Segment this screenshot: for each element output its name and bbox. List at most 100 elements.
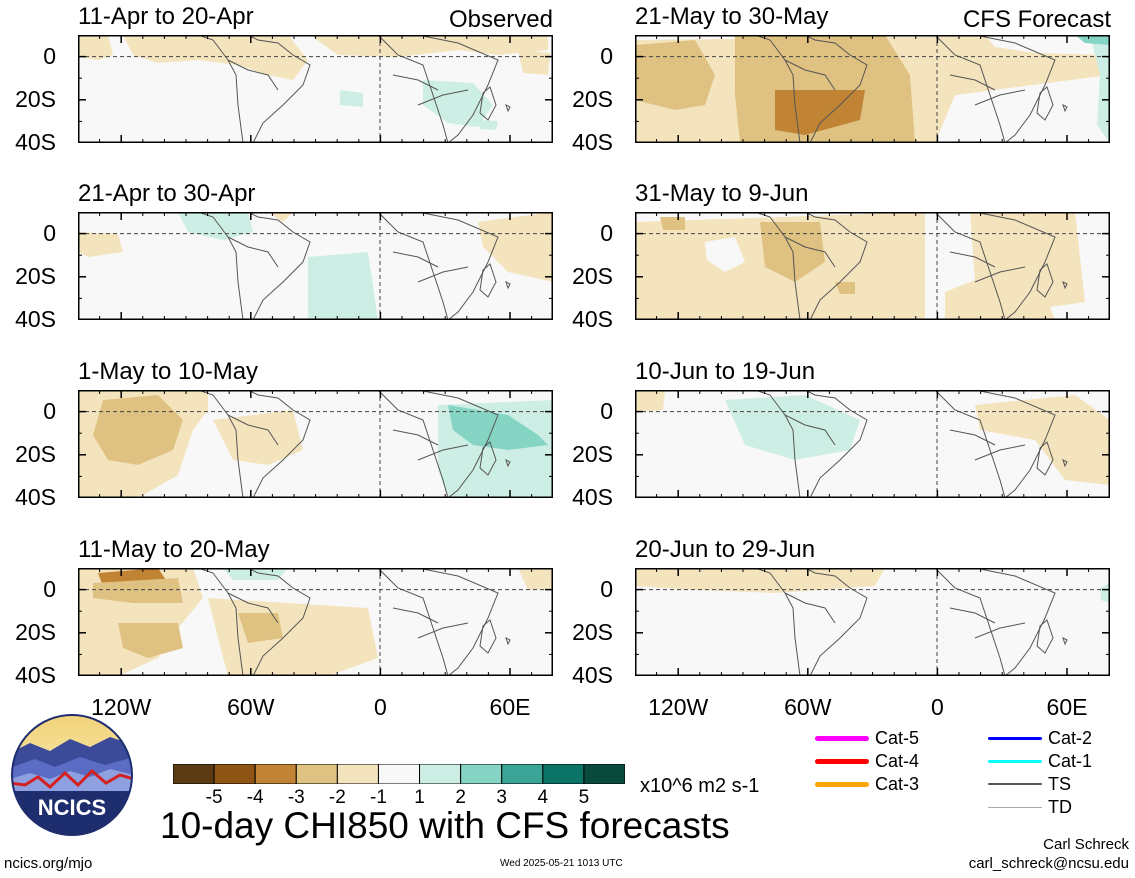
coastline [377,211,449,321]
coastline [949,251,996,268]
x-tick-label: 0 [930,694,944,720]
map-panel-svg [634,34,1110,144]
colorbar [172,763,626,785]
coastline [392,429,439,446]
coastline [974,34,1056,144]
colorbar-swatches [172,763,626,785]
y-tick-label: 0 [600,397,613,424]
panel-title: 21-Apr to 30-Apr [78,180,256,207]
coastline [392,74,439,91]
coastline [949,429,996,446]
y-tick-label: 0 [43,219,56,246]
map-panel-svg [77,211,553,321]
map-panel [634,211,1110,325]
coastline [974,622,1026,639]
colorbar-swatch [583,763,626,785]
storm-legend-swatch [988,783,1042,785]
colorbar-swatch [336,763,379,785]
anomaly-region [268,212,293,222]
storm-legend-swatch [988,736,1042,740]
anomaly-region [705,237,745,272]
coastline [934,34,1006,144]
coastline [377,567,449,677]
anomaly-region [835,282,855,294]
anomaly-region [1090,35,1110,143]
map-panel [634,34,1110,148]
map-panel [77,34,553,148]
storm-legend-label: Cat-5 [875,728,920,748]
map-panel [634,567,1110,681]
anomaly-region [970,212,1085,312]
coastline [974,567,1056,677]
anomaly-region [78,232,123,257]
storm-legend-label: Cat-2 [1048,728,1093,748]
coastline [392,607,439,624]
coastline [1036,619,1054,654]
observed-label: Observed [448,6,553,33]
coastline [784,236,836,268]
footer-timestamp: Wed 2025-05-21 1013 UTC [500,858,623,869]
anomaly-region [223,568,288,580]
panel-title: 31-May to 9-Jun [635,180,809,207]
map-panel-svg [634,389,1110,499]
y-tick-label: 40S [572,662,613,688]
coastline [197,211,311,321]
x-tick-label: 60W [227,694,275,720]
anomaly-region [1100,583,1110,603]
colorbar-tick: -1 [370,787,387,808]
map-panel-svg [634,567,1110,677]
anomaly-region [213,410,303,465]
anomaly-region [123,35,308,80]
panel-title: 11-Apr to 20-Apr [78,3,254,30]
colorbar-swatch [542,763,585,785]
coastline [754,389,868,499]
coastline [934,389,1006,499]
footer-website: ncics.org/mjo [4,855,93,872]
coastline [784,59,836,91]
main-title: 10-day CHI850 with CFS forecasts [160,805,730,846]
coastline [417,211,499,321]
coastline [505,104,511,113]
y-tick-label: 40S [15,484,56,510]
colorbar-tick: 4 [537,787,549,808]
anomaly-region [518,50,550,75]
x-tick-label: 60E [489,694,531,720]
ncics-logo: NCICS [10,713,134,837]
coastline [417,266,469,283]
y-tick-label: 20S [15,262,56,289]
coastline [197,389,311,499]
storm-legend-swatch [815,781,869,787]
coastline [949,74,996,91]
map-panel [77,211,553,325]
anomaly-region [308,252,378,320]
coastline [1062,459,1068,468]
colorbar-swatch [295,763,338,785]
storm-legend-swatch [988,759,1042,763]
anomaly-region [635,40,715,110]
coastline [505,459,511,468]
anomaly-region [178,212,253,240]
coastline [417,89,469,106]
storm-legend-label: TS [1048,774,1072,794]
anomaly-region [78,35,113,60]
coastline [784,592,836,624]
anomaly-region [93,395,183,465]
coastline [949,607,996,624]
coastline [417,389,499,499]
anomaly-region [118,623,183,658]
x-tick-label: 120W [648,694,709,720]
map-panel-svg [77,34,553,144]
map-panel-svg [634,211,1110,321]
y-tick-label: 20S [15,440,56,467]
logo-text: NCICS [38,795,106,820]
x-tick-label: 0 [373,694,387,720]
coastline [974,266,1026,283]
anomaly-region [985,35,1110,55]
coastline [227,414,279,446]
x-tick-label: 120W [91,694,152,720]
anomaly-region [340,90,363,107]
colorbar-swatch [419,763,462,785]
coastline [974,211,1056,321]
coastline [1036,441,1054,476]
colorbar-tick: 5 [578,787,590,808]
